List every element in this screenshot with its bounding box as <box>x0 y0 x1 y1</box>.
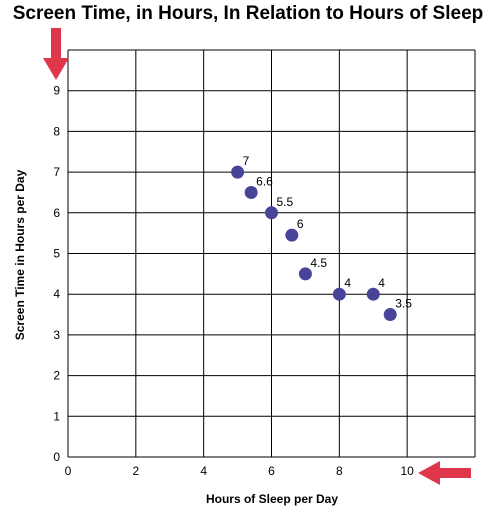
data-point <box>383 308 397 322</box>
chart-title: Screen Time, in Hours, In Relation to Ho… <box>12 3 484 24</box>
x-axis-title: Hours of Sleep per Day <box>206 492 338 506</box>
data-label: 4.5 <box>310 256 327 270</box>
y-tick-label: 6 <box>53 206 60 220</box>
data-point <box>244 185 258 199</box>
y-tick-label: 0 <box>53 450 60 464</box>
data-label: 7 <box>243 154 250 168</box>
y-tick-label: 1 <box>53 409 60 423</box>
data-point <box>298 267 312 281</box>
down-arrow-icon <box>43 28 69 80</box>
y-tick-label: 8 <box>53 124 60 138</box>
y-tick-label: 4 <box>53 287 60 301</box>
data-point <box>231 165 245 179</box>
data-label: 4 <box>378 276 385 290</box>
data-point <box>265 206 278 220</box>
y-tick-label: 3 <box>53 328 60 342</box>
x-tick-label: 0 <box>65 464 72 478</box>
x-tick-label: 8 <box>336 464 343 478</box>
data-label: 5.5 <box>277 195 294 209</box>
data-point <box>285 228 299 242</box>
y-tick-label: 2 <box>53 369 60 383</box>
y-axis-title: Screen Time in Hours per Day <box>13 169 27 340</box>
grid <box>67 49 476 458</box>
data-point <box>332 287 346 301</box>
x-tick-label: 10 <box>400 464 414 478</box>
data-points <box>231 165 397 322</box>
tick-labels: 0 2 4 6 8 10 0 1 2 3 4 5 6 7 8 9 <box>53 84 414 478</box>
y-tick-label: 5 <box>53 247 60 261</box>
left-arrow-icon <box>418 461 471 485</box>
data-label: 6.6 <box>256 174 273 188</box>
x-tick-label: 6 <box>268 464 275 478</box>
y-tick-label: 9 <box>53 84 60 98</box>
x-tick-label: 2 <box>132 464 139 478</box>
data-label: 6 <box>297 217 304 231</box>
data-label: 3.5 <box>395 297 412 311</box>
y-tick-label: 7 <box>53 165 60 179</box>
data-labels: 7 6.6 5.56 4.5 4 4 3.5 <box>243 154 413 310</box>
x-tick-label: 4 <box>200 464 207 478</box>
data-point <box>366 287 380 301</box>
data-label: 4 <box>344 276 351 290</box>
